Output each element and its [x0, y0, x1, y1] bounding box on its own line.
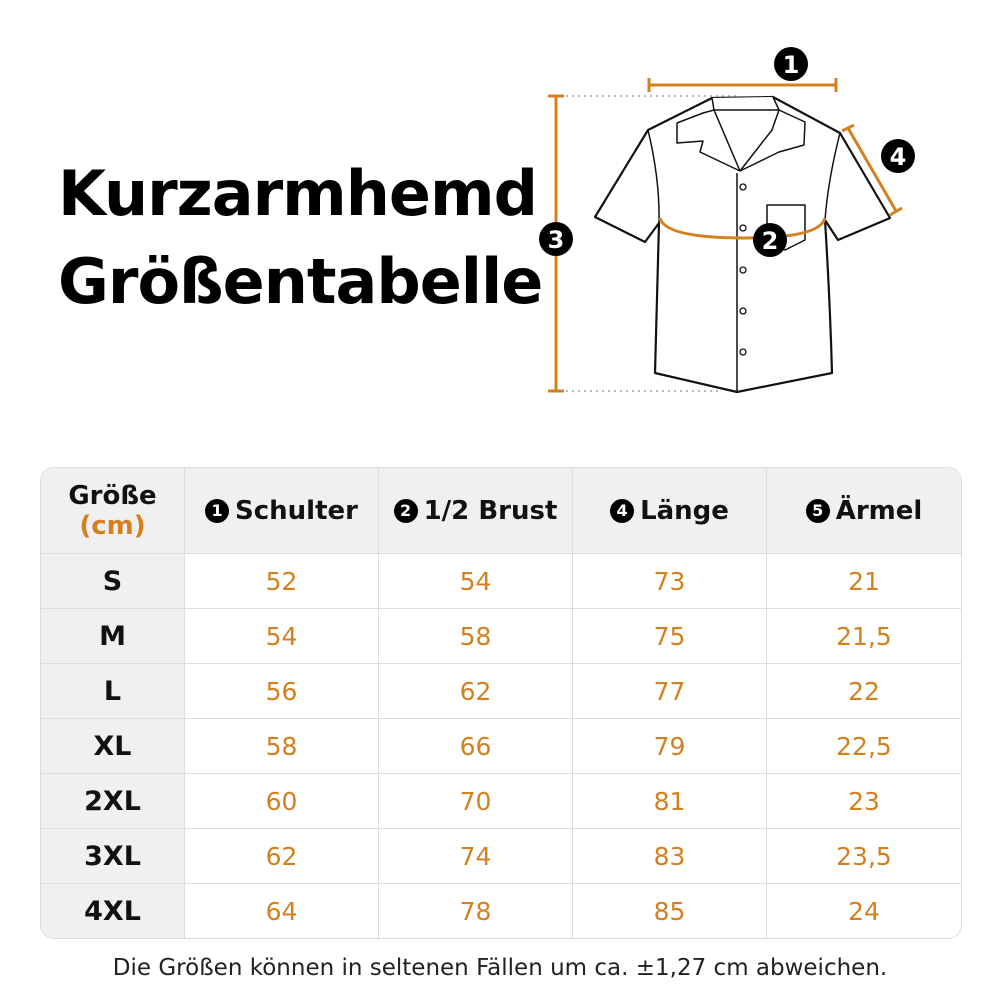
value-cell: 21 — [767, 554, 961, 609]
shirt-outline — [593, 95, 892, 394]
table-row: 4XL 64 78 85 24 — [41, 884, 961, 938]
marker-1-icon: 1 — [205, 498, 230, 523]
value-cell: 73 — [573, 554, 767, 609]
shirt-measurement-diagram: 1 2 3 4 — [539, 47, 915, 394]
value-cell: 21,5 — [767, 609, 961, 664]
page-title: Kurzarmhemd Größentabelle — [58, 150, 543, 326]
size-cell: L — [41, 664, 185, 719]
value-cell: 54 — [185, 609, 379, 664]
svg-text:2: 2 — [762, 227, 779, 255]
svg-text:1: 1 — [783, 51, 800, 79]
size-cell: XL — [41, 719, 185, 774]
size-cell: M — [41, 609, 185, 664]
table-row: 3XL 62 74 83 23,5 — [41, 829, 961, 884]
table-row: L 56 62 77 22 — [41, 664, 961, 719]
value-cell: 58 — [379, 609, 573, 664]
unit-label: (cm) — [79, 510, 146, 541]
svg-text:4: 4 — [890, 143, 907, 171]
value-cell: 23,5 — [767, 829, 961, 884]
header-size: Größe (cm) — [41, 468, 185, 554]
size-deviation-note: Die Größen können in seltenen Fällen um … — [112, 955, 888, 981]
marker-5-icon: 5 — [805, 498, 830, 523]
value-cell: 58 — [185, 719, 379, 774]
table-row: S 52 54 73 21 — [41, 554, 961, 609]
marker-2: 2 — [753, 223, 787, 257]
marker-4-icon: 4 — [610, 498, 635, 523]
value-cell: 85 — [573, 884, 767, 938]
size-cell: 4XL — [41, 884, 185, 938]
value-cell: 79 — [573, 719, 767, 774]
size-cell: 3XL — [41, 829, 185, 884]
value-cell: 74 — [379, 829, 573, 884]
value-cell: 56 — [185, 664, 379, 719]
marker-1: 1 — [774, 47, 808, 81]
svg-text:3: 3 — [548, 226, 565, 254]
size-cell: 2XL — [41, 774, 185, 829]
value-cell: 78 — [379, 884, 573, 938]
value-cell: 62 — [185, 829, 379, 884]
header-aermel: 5 Ärmel — [767, 468, 961, 554]
marker-3: 3 — [539, 222, 573, 256]
value-cell: 64 — [185, 884, 379, 938]
guide-lines — [566, 95, 740, 392]
title-line-1: Kurzarmhemd — [58, 157, 538, 230]
header-schulter: 1 Schulter — [185, 468, 379, 554]
table-row: XL 58 66 79 22,5 — [41, 719, 961, 774]
value-cell: 60 — [185, 774, 379, 829]
header-laenge: 4 Länge — [573, 468, 767, 554]
title-line-2: Größentabelle — [58, 245, 543, 318]
value-cell: 23 — [767, 774, 961, 829]
value-cell: 52 — [185, 554, 379, 609]
table-row: 2XL 60 70 81 23 — [41, 774, 961, 829]
value-cell: 81 — [573, 774, 767, 829]
value-cell: 75 — [573, 609, 767, 664]
value-cell: 66 — [379, 719, 573, 774]
header-brust: 2 1/2 Brust — [379, 468, 573, 554]
value-cell: 83 — [573, 829, 767, 884]
table-row: M 54 58 75 21,5 — [41, 609, 961, 664]
value-cell: 62 — [379, 664, 573, 719]
marker-2-icon: 2 — [393, 498, 418, 523]
value-cell: 77 — [573, 664, 767, 719]
value-cell: 54 — [379, 554, 573, 609]
marker-4: 4 — [881, 139, 915, 173]
value-cell: 24 — [848, 896, 880, 926]
size-cell: S — [41, 554, 185, 609]
value-cell: 22,5 — [767, 719, 961, 774]
value-cell: 22 — [767, 664, 961, 719]
value-cell: 70 — [379, 774, 573, 829]
